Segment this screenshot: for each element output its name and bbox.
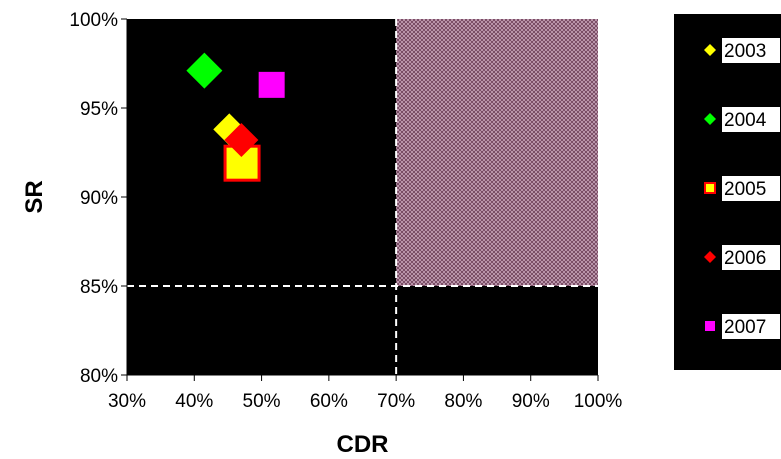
- legend-label-2004: 2004: [724, 110, 767, 131]
- x-tick-label: 40%: [175, 391, 213, 412]
- legend-item-2005: 2005: [704, 176, 780, 201]
- legend-label-bg: [722, 176, 780, 201]
- legend-item-2003: 2003: [704, 38, 780, 63]
- y-tick-label: 85%: [80, 277, 118, 298]
- legend-item-2006: 2006: [704, 245, 780, 270]
- legend-item-2004: 2004: [704, 107, 780, 132]
- y-tick-label: 95%: [80, 99, 118, 120]
- y-axis: 80% 85% 90% 95% 100%: [69, 10, 128, 387]
- y-axis-title: SR: [21, 180, 48, 213]
- legend-marker-2005: [704, 182, 716, 194]
- x-tick-label: 30%: [108, 391, 146, 412]
- legend-marker-2006: [704, 251, 716, 263]
- legend-label-bg: [722, 38, 780, 63]
- y-tick-label: 80%: [80, 366, 118, 387]
- legend-label-bg: [722, 245, 780, 270]
- legend-label-2007: 2007: [724, 317, 766, 338]
- legend-marker-2004: [704, 113, 716, 125]
- legend-label-bg: [722, 107, 780, 132]
- x-tick-label: 70%: [377, 391, 415, 412]
- x-axis-title: CDR: [337, 431, 389, 458]
- x-axis: 30% 40% 50% 60% 70% 80% 90% 100%: [108, 374, 623, 412]
- data-point-2004: [186, 52, 223, 89]
- legend-label-2005: 2005: [724, 179, 766, 200]
- y-tick-label: 90%: [80, 188, 118, 209]
- legend: 2003 2004 2005 2006 2007: [674, 14, 781, 370]
- legend-marker-2007: [705, 321, 715, 331]
- data-point-2007: [258, 71, 285, 98]
- legend-label-2006: 2006: [724, 248, 766, 269]
- x-tick-label: 80%: [444, 391, 482, 412]
- x-tick-label: 100%: [574, 391, 623, 412]
- data-point-2006: [224, 123, 259, 158]
- legend-item-2007: 2007: [705, 314, 780, 339]
- x-tick-label: 90%: [512, 391, 550, 412]
- threshold-lines: [127, 19, 598, 375]
- x-tick-label: 50%: [243, 391, 281, 412]
- y-tick-label: 100%: [69, 10, 118, 31]
- legend-marker-2003: [704, 44, 716, 56]
- data-points: [186, 52, 285, 182]
- x-tick-label: 60%: [310, 391, 348, 412]
- target-region: [396, 19, 598, 286]
- legend-label-2003: 2003: [724, 41, 766, 62]
- legend-label-bg: [722, 314, 780, 339]
